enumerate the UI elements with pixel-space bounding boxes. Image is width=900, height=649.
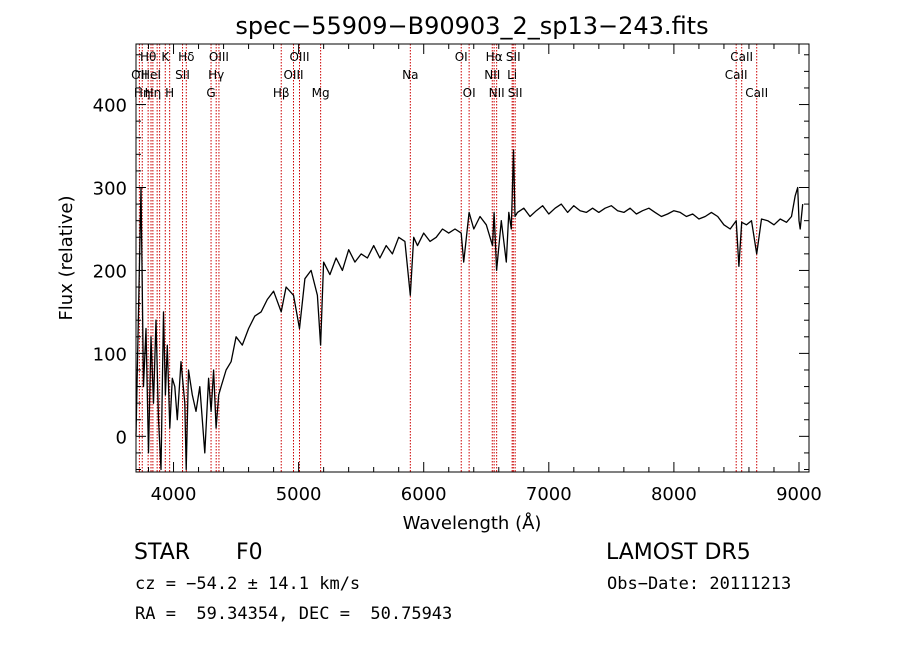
survey-name: LAMOST DR5 <box>606 540 751 565</box>
spectrum-series <box>135 149 804 471</box>
line-marker-label: CaII <box>730 50 753 64</box>
subclass: F0 <box>236 540 263 565</box>
line-marker-label: OI <box>463 86 476 100</box>
line-marker-label: SII <box>175 68 190 82</box>
x-tick-label: 9000 <box>776 484 822 505</box>
line-marker-label: Mg <box>312 86 330 100</box>
x-axis-label: Wavelength (Å) <box>403 512 542 534</box>
line-marker-label: Hη <box>145 86 162 100</box>
line-marker-label: G <box>206 86 215 100</box>
line-marker-label: SII <box>506 50 521 64</box>
y-tick-label: 0 <box>116 427 127 448</box>
y-tick-label: 300 <box>93 178 127 199</box>
line-marker-label: Hα <box>486 50 503 64</box>
y-tick-label: 400 <box>93 96 127 117</box>
line-marker-label: Hγ <box>208 68 224 82</box>
line-marker-label: CaII <box>725 68 748 82</box>
line-labels: OIIHηHθHeIHηKHSIIHδGHγOIIIHβOIIIOIIIMgNa… <box>131 50 768 100</box>
observation-date: Obs−Date: 20111213 <box>607 574 792 594</box>
sky-coordinates: RA = 59.34354, DEC = 50.75943 <box>135 604 453 624</box>
spectrum-line <box>135 149 804 471</box>
line-marker-label: HeI <box>141 68 161 82</box>
line-marker-label: OIII <box>283 68 303 82</box>
line-marker-label: Hβ <box>273 86 290 100</box>
x-tick-label: 6000 <box>401 484 447 505</box>
line-marker-label: Hη <box>134 86 151 100</box>
object-class: STAR <box>134 540 191 565</box>
redshift-velocity: cz = −54.2 ± 14.1 km/s <box>135 574 361 594</box>
line-marker-label: Li <box>507 68 517 82</box>
line-marker-label: OI <box>455 50 468 64</box>
x-axis: 4000 5000 6000 7000 8000 9000 <box>148 44 822 505</box>
line-marker-label: H <box>165 86 174 100</box>
y-tick-label: 200 <box>93 261 127 282</box>
line-marker-label: SII <box>508 86 523 100</box>
line-marker-label: OIII <box>289 50 309 64</box>
plot-frame <box>135 43 810 473</box>
y-axis: 0 100 200 300 400 <box>93 54 809 471</box>
y-tick-label: 100 <box>93 344 127 365</box>
chart-title: spec−55909−B90903_2_sp13−243.fits <box>235 12 708 40</box>
line-marker-label: K <box>161 50 170 64</box>
line-marker-label: Na <box>402 68 418 82</box>
y-axis-label: Flux (relative) <box>56 195 77 320</box>
line-marker-label: NII <box>484 68 500 82</box>
line-marker-label: Hδ <box>178 50 194 64</box>
x-tick-label: 7000 <box>526 484 572 505</box>
x-tick-label: 4000 <box>151 484 197 505</box>
line-markers <box>138 44 758 472</box>
x-tick-label: 5000 <box>276 484 322 505</box>
x-tick-label: 8000 <box>651 484 697 505</box>
line-marker-label: Hθ <box>140 50 156 64</box>
line-marker-label: CaII <box>745 86 768 100</box>
line-marker-label: OIII <box>209 50 229 64</box>
line-marker-label: OII <box>131 68 148 82</box>
line-marker-label: NII <box>489 86 505 100</box>
